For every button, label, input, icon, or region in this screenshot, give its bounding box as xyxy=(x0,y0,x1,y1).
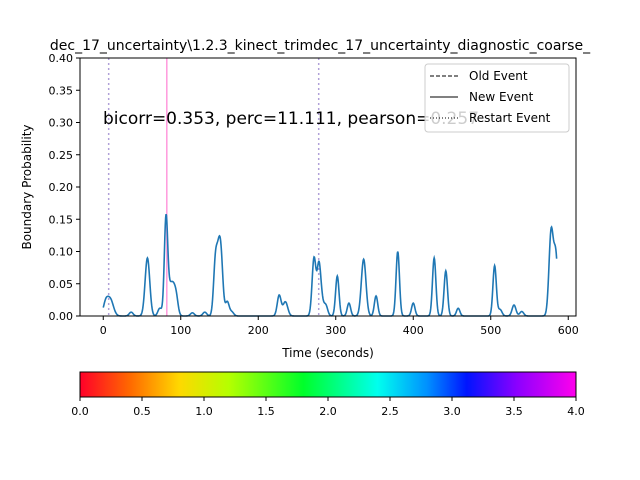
chart-title: dec_17_uncertainty\1.2.3_kinect_trimdec_… xyxy=(50,38,591,54)
legend-label-restart-event: Restart Event xyxy=(469,111,551,125)
colorbar-tick-label-0: 0.0 xyxy=(71,405,89,418)
x-axis-label: Time (seconds) xyxy=(281,346,374,360)
y-axis-label: Boundary Probability xyxy=(20,124,34,249)
x-tick-label-2: 200 xyxy=(248,324,269,337)
boundary-probability-line-0 xyxy=(103,214,556,316)
colorbar-gradient xyxy=(80,372,576,397)
colorbar-tick-label-3: 1.5 xyxy=(257,405,275,418)
y-tick-label-3: 0.15 xyxy=(49,213,74,226)
x-tick-label-5: 500 xyxy=(480,324,501,337)
y-tick-label-6: 0.30 xyxy=(49,117,74,130)
x-tick-label-6: 600 xyxy=(558,324,579,337)
colorbar-tick-label-5: 2.5 xyxy=(381,405,399,418)
x-tick-label-3: 300 xyxy=(325,324,346,337)
y-tick-label-8: 0.40 xyxy=(49,52,74,65)
colorbar-tick-label-4: 2.0 xyxy=(319,405,337,418)
y-tick-label-7: 0.35 xyxy=(49,84,74,97)
x-tick-label-4: 400 xyxy=(403,324,424,337)
colorbar-tick-label-1: 0.5 xyxy=(133,405,151,418)
legend: Old Event New Event Restart Event xyxy=(425,64,569,132)
legend-label-new-event: New Event xyxy=(469,90,534,104)
colorbar-tick-label-6: 3.0 xyxy=(443,405,461,418)
colorbar: 0.0 0.5 1.0 1.5 2.0 2.5 3.0 3.5 4.0 xyxy=(71,372,585,418)
y-tick-label-0: 0.00 xyxy=(49,310,74,323)
x-tick-label-0: 0 xyxy=(100,324,107,337)
correlation-annotation: bicorr=0.353, perc=11.111, pearson=0.257 xyxy=(103,109,479,129)
colorbar-tick-label-2: 1.0 xyxy=(195,405,213,418)
y-tick-label-4: 0.20 xyxy=(49,181,74,194)
x-tick-label-1: 100 xyxy=(170,324,191,337)
colorbar-tick-label-8: 4.0 xyxy=(567,405,585,418)
y-tick-label-2: 0.10 xyxy=(49,246,74,259)
y-tick-label-5: 0.25 xyxy=(49,149,74,162)
legend-label-old-event: Old Event xyxy=(469,69,528,83)
colorbar-tick-label-7: 3.5 xyxy=(505,405,523,418)
y-tick-label-1: 0.05 xyxy=(49,278,74,291)
